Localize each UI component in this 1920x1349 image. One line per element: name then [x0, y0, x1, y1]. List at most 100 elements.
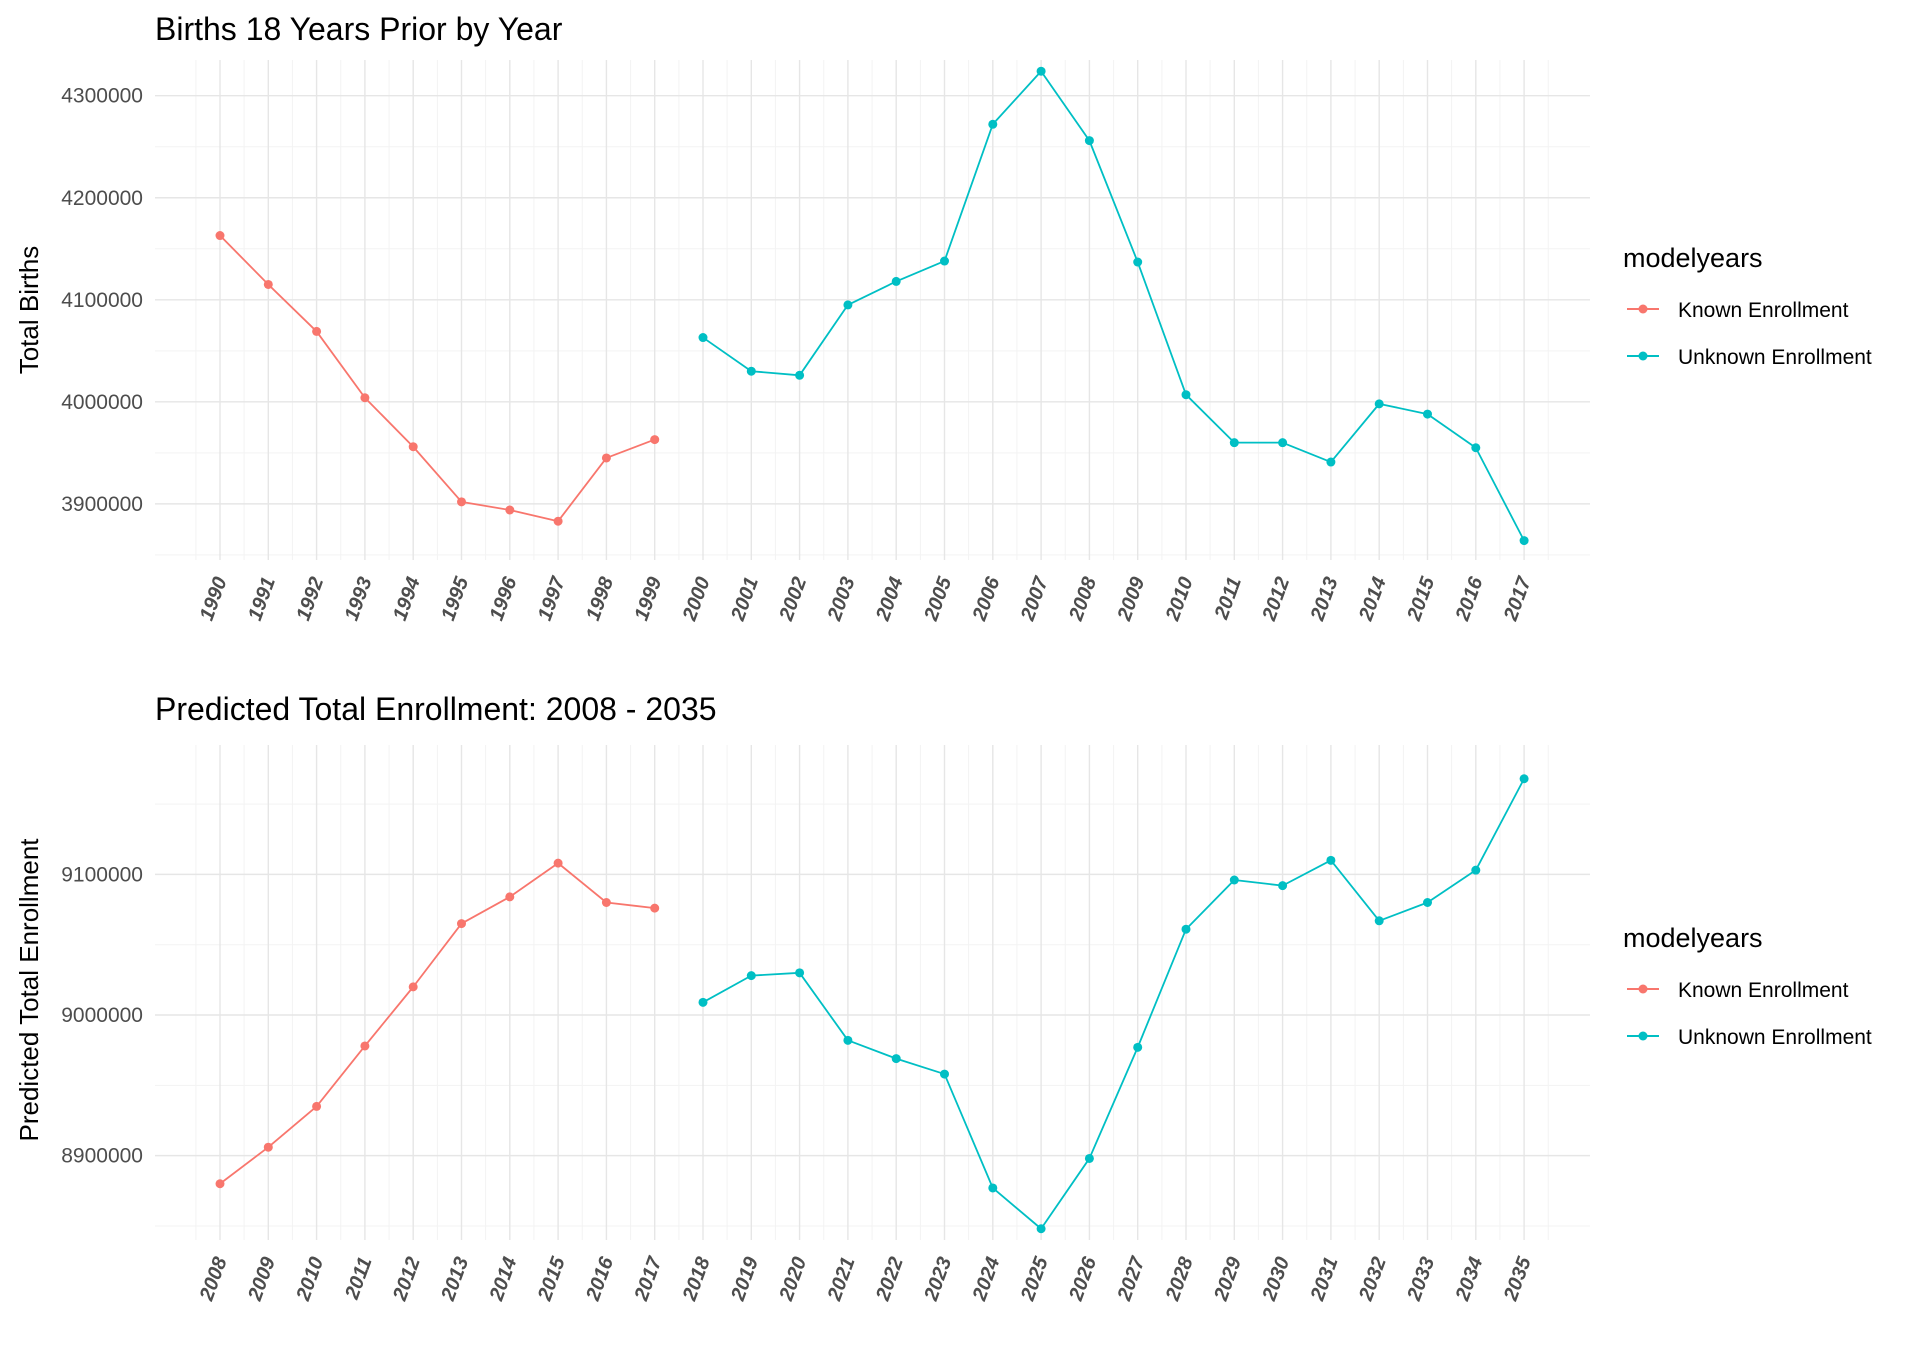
legend: modelyears Known Enrollment Unknown Enro…	[1623, 243, 1872, 369]
x-tick-label: 2023	[920, 1254, 956, 1304]
x-tick-label: 1998	[582, 573, 618, 623]
x-tick-label: 2000	[678, 574, 714, 624]
series-line	[219, 234, 656, 523]
data-point	[457, 919, 466, 929]
x-tick-label: 2024	[968, 1254, 1004, 1304]
y-tick-label: 4200000	[61, 187, 143, 210]
x-tick-label: 2035	[1500, 1253, 1537, 1304]
series	[215, 66, 1529, 546]
data-point	[1519, 774, 1529, 784]
x-tick-label: 2019	[727, 1253, 764, 1304]
enrollment-chart-panel: Predicted Total Enrollment: 2008 - 2035 …	[14, 691, 1872, 1304]
y-tick-label: 3900000	[61, 493, 143, 516]
x-tick-label: 2008	[195, 1253, 232, 1304]
x-tick-label: 2031	[1306, 1254, 1342, 1304]
x-tick-label: 2006	[968, 573, 1005, 624]
x-tick-label: 2001	[727, 574, 763, 624]
x-tick-label: 2002	[775, 574, 811, 624]
legend-label: Known Enrollment	[1678, 979, 1849, 1002]
data-point	[1181, 924, 1191, 934]
x-tick-label: 2017	[630, 1253, 667, 1304]
series-unknown-enrollment	[698, 774, 1529, 1234]
data-point	[1519, 536, 1529, 546]
y-ticks: 3900000 4000000 4100000 4200000 4300000	[61, 85, 143, 516]
x-tick-label: 2004	[872, 574, 908, 624]
x-tick-label: 2018	[678, 1253, 715, 1304]
x-tick-label: 2033	[1403, 1254, 1439, 1304]
x-tick-label: 2014	[485, 1254, 521, 1304]
data-point	[795, 968, 805, 978]
data-point	[1374, 399, 1384, 409]
x-tick-label: 2029	[1210, 1253, 1247, 1304]
x-tick-label: 2005	[920, 573, 957, 624]
x-tick-label: 1997	[534, 573, 570, 623]
series-known-enrollment	[215, 858, 660, 1189]
data-point	[215, 231, 225, 241]
data-point	[698, 997, 708, 1007]
x-tick-label: 2028	[1161, 1253, 1198, 1304]
legend-title: modelyears	[1623, 243, 1763, 273]
data-point	[698, 333, 708, 343]
data-point	[1181, 390, 1191, 400]
x-tick-label: 2011	[341, 1254, 377, 1303]
data-point	[601, 453, 611, 463]
data-point	[650, 435, 660, 445]
series-unknown-enrollment	[698, 66, 1529, 546]
series-known-enrollment	[215, 231, 660, 526]
x-ticks: 1990 1991 1992 1993 1994 1995 1996 1997 1998 1999…	[196, 573, 1536, 624]
x-tick-label: 1996	[486, 573, 522, 623]
x-ticks: 2008 2009 2010 2011 2012 2013 2014 2015 2016 2017…	[195, 1253, 1536, 1304]
x-tick-label: 2010	[292, 1254, 328, 1304]
data-point	[891, 276, 901, 286]
data-point	[795, 370, 805, 380]
data-point	[408, 982, 418, 992]
data-point	[746, 366, 756, 376]
y-tick-label: 9000000	[61, 1004, 143, 1027]
y-tick-label: 9100000	[61, 863, 143, 886]
x-tick-label: 1993	[341, 574, 377, 623]
x-tick-label: 2009	[1113, 573, 1150, 624]
x-tick-label: 2020	[775, 1254, 811, 1304]
data-point	[1374, 916, 1384, 926]
y-tick-label: 4300000	[61, 85, 143, 108]
x-tick-label: 2009	[244, 1253, 281, 1304]
births-chart-panel: Births 18 Years Prior by Year Total Birt…	[14, 11, 1872, 624]
x-tick-label: 2012	[389, 1254, 425, 1304]
x-tick-label: 2016	[582, 1253, 619, 1304]
data-point	[1278, 438, 1288, 448]
y-ticks: 8900000 9000000 9100000	[61, 863, 143, 1167]
legend-label: Unknown Enrollment	[1678, 346, 1872, 369]
y-tick-label: 8900000	[61, 1145, 143, 1168]
x-tick-label: 2007	[1017, 573, 1054, 624]
legend: modelyears Known Enrollment Unknown Enro…	[1623, 923, 1872, 1049]
legend-key-dot	[1638, 1031, 1648, 1041]
y-tick-label: 4100000	[61, 289, 143, 312]
x-tick-label: 2011	[1210, 574, 1246, 623]
data-point	[1229, 438, 1239, 448]
legend-item-unknown: Unknown Enrollment	[1627, 1026, 1872, 1049]
data-point	[1133, 1042, 1143, 1052]
y-axis-label: Total Births	[14, 246, 44, 375]
x-tick-label: 2012	[1258, 574, 1294, 624]
x-tick-label: 2027	[1113, 1253, 1150, 1304]
x-tick-label: 2008	[1065, 573, 1102, 624]
data-point	[988, 1183, 998, 1193]
series-line	[702, 70, 1525, 542]
series-line	[219, 862, 655, 1185]
x-tick-label: 2030	[1258, 1254, 1294, 1304]
data-point	[1278, 881, 1288, 891]
data-point	[505, 505, 515, 515]
x-tick-label: 2014	[1355, 574, 1391, 624]
data-point	[843, 300, 853, 310]
data-point	[650, 903, 660, 913]
chart-title: Births 18 Years Prior by Year	[155, 11, 563, 47]
x-tick-label: 2016	[1451, 573, 1488, 624]
data-point	[263, 1142, 273, 1152]
x-tick-label: 1992	[292, 574, 328, 623]
data-point	[843, 1035, 853, 1045]
y-tick-label: 4000000	[61, 391, 143, 414]
x-tick-label: 1995	[437, 573, 473, 623]
legend-key-dot	[1638, 304, 1648, 314]
